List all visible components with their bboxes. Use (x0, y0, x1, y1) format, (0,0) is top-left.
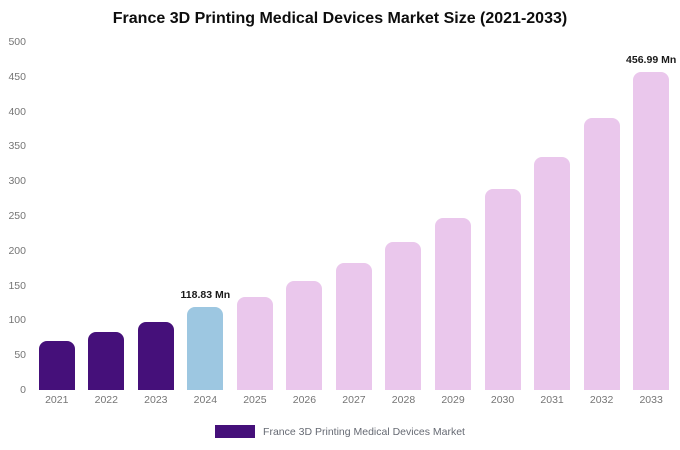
bar-2026 (286, 281, 323, 390)
y-tick-label: 300 (8, 175, 26, 188)
bar-2032 (583, 117, 620, 390)
x-tick-label-2033: 2033 (639, 394, 663, 406)
x-tick-label-2021: 2021 (45, 394, 69, 406)
y-tick-label: 50 (14, 349, 26, 362)
y-tick-label: 450 (8, 70, 26, 83)
x-tick-label-2031: 2031 (540, 394, 564, 406)
x-tick-label-2029: 2029 (441, 394, 465, 406)
bar-2031 (534, 156, 571, 390)
bars-area: 118.83 Mn 456.99 Mn (32, 42, 676, 390)
y-tick-label: 400 (8, 105, 26, 118)
x-axis: 2021 2022 2023 2024 2025 2026 2027 2028 2029 2030… (32, 394, 676, 412)
bar-cell-2028 (379, 42, 429, 390)
y-tick-label: 0 (20, 384, 26, 396)
y-tick-label: 250 (8, 210, 26, 222)
bar-cell-2021 (32, 42, 82, 390)
y-axis: 0 50 100 150 200 250 300 350 400 450 500 (0, 36, 28, 396)
y-tick-label: 500 (8, 36, 26, 48)
x-tick-label-2022: 2022 (94, 394, 118, 406)
bar-2024 (187, 307, 224, 390)
bar-cell-2029 (428, 42, 478, 390)
y-tick-label: 100 (8, 314, 26, 327)
bar-cell-2030 (478, 42, 528, 390)
bar-cell-2032 (577, 42, 627, 390)
bar-2025 (236, 296, 273, 390)
bar-cell-2031 (527, 42, 577, 390)
bar-cell-2027 (329, 42, 379, 390)
bar-2021 (38, 341, 75, 390)
bar-value-label: 456.99 Mn (626, 53, 677, 66)
legend: France 3D Printing Medical Devices Marke… (0, 425, 680, 438)
bar-cell-2022 (82, 42, 132, 390)
bar-2029 (435, 218, 472, 390)
bar-value-label: 118.83 Mn (180, 289, 231, 302)
x-tick-label-2024: 2024 (193, 394, 218, 406)
bar-cell-2023 (131, 42, 181, 390)
bar-cell-2033: 456.99 Mn (626, 42, 676, 390)
y-tick-label: 200 (8, 244, 26, 257)
x-tick-label-2032: 2032 (589, 394, 614, 406)
bar-2022 (88, 332, 125, 390)
x-tick-label-2030: 2030 (490, 394, 515, 406)
x-tick-label-2023: 2023 (144, 394, 168, 406)
y-tick-label: 350 (8, 140, 26, 153)
x-tick-label-2025: 2025 (243, 394, 267, 406)
legend-label: France 3D Printing Medical Devices Marke… (263, 425, 465, 438)
x-tick-label-2026: 2026 (292, 394, 317, 406)
bar-cell-2026 (280, 42, 330, 390)
bar-cell-2024: 118.83 Mn (180, 42, 231, 390)
y-tick-label: 150 (8, 279, 26, 292)
bar-2028 (385, 242, 422, 390)
x-tick-label-2028: 2028 (391, 394, 416, 406)
bar-2033 (633, 71, 670, 390)
x-tick-label-2027: 2027 (342, 394, 366, 406)
bar-2027 (335, 263, 372, 390)
chart-title: France 3D Printing Medical Devices Marke… (112, 10, 568, 27)
bar-2023 (137, 321, 174, 390)
plot-area: 0 50 100 150 200 250 300 350 400 450 500 118.83 Mn… (0, 36, 676, 396)
legend-swatch-icon (215, 425, 256, 438)
bar-cell-2025 (230, 42, 280, 390)
bar-2030 (484, 188, 521, 390)
